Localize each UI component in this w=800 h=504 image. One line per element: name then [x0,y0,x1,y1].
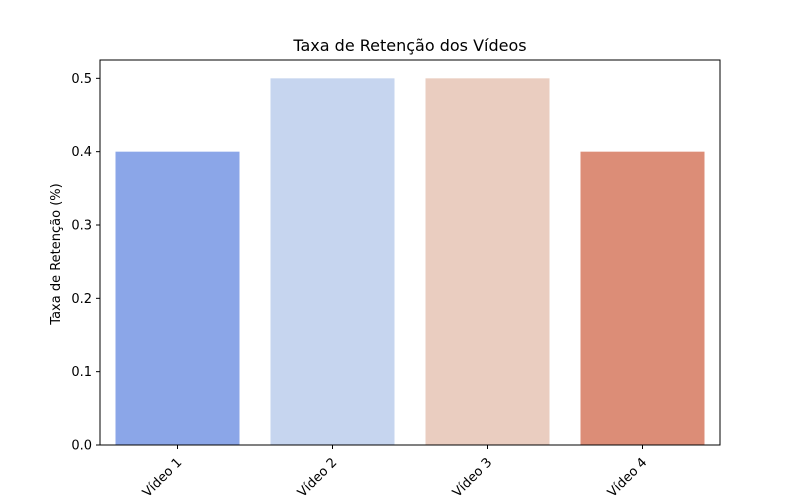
axes-layer [99,59,721,446]
y-tick-label: 0.2 [71,292,92,307]
x-tick-label: Vídeo 3 [450,455,495,500]
bar-video-2 [270,78,395,445]
y-tick-label: 0.5 [71,72,92,87]
y-tick-label: 0.0 [71,439,92,454]
y-tick-label: 0.4 [71,145,92,160]
bars-layer [115,78,705,446]
x-tick-label: Vídeo 2 [295,455,340,500]
y-axis-label: Taxa de Retenção (%) [49,183,64,325]
bar-video-3 [425,78,550,445]
plot-frame [99,59,721,446]
y-tick-label: 0.1 [71,365,92,380]
x-tick-label: Vídeo 1 [140,455,185,500]
x-tick-label: Vídeo 4 [605,455,650,500]
y-tick-label: 0.3 [71,219,92,234]
chart-title: Taxa de Retenção dos Vídeos [292,36,526,55]
bar-video-1 [115,151,240,446]
bar-video-4 [580,151,705,446]
